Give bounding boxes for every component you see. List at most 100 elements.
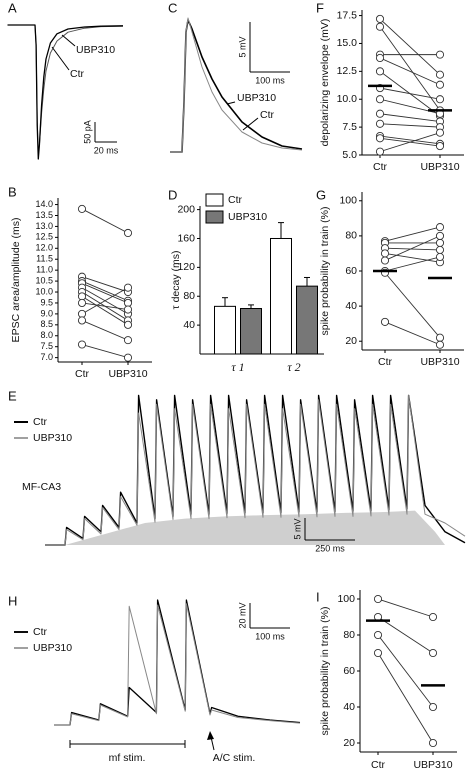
trace (45, 394, 466, 546)
trace (7, 24, 124, 160)
y-tick-label: 20 (343, 737, 355, 749)
annotation: A/C stim. (213, 752, 256, 764)
data-point (373, 630, 383, 640)
y-tick-label: 15.0 (337, 37, 358, 49)
trace-label: UBP310 (76, 44, 115, 56)
data-point (435, 333, 445, 342)
pair-line (384, 253, 441, 263)
legend-label: UBP310 (33, 642, 72, 654)
pair-line (384, 235, 441, 261)
y-tick-label: 14.0 (35, 199, 53, 209)
data-point (375, 119, 385, 128)
pair-line (377, 652, 434, 744)
pair-line (81, 296, 129, 326)
pair-line (379, 18, 441, 76)
y-tick-label: 7.5 (342, 121, 357, 133)
legend-swatch (205, 210, 224, 224)
y-tick-label: 8.0 (40, 330, 53, 340)
x-tick-label: UBP310 (108, 368, 147, 380)
pair-line (81, 208, 129, 234)
y-tick-label: 13.5 (35, 210, 53, 220)
pair-line (379, 87, 441, 100)
data-point (77, 340, 87, 349)
legend-label: Ctr (33, 416, 48, 428)
y-tick-label: 40 (183, 319, 195, 331)
data-point (123, 283, 133, 292)
y-tick-label: 12.5 (337, 65, 358, 77)
y-axis-label: EPSC area/amplitude (ms) (10, 218, 22, 343)
pair-line (384, 256, 441, 272)
y-tick-label: 10.0 (337, 93, 358, 105)
x-tick-label: Ctr (373, 161, 388, 173)
pair-line (379, 123, 441, 128)
scalebar-x-label: 250 ms (315, 543, 345, 553)
trace (54, 599, 301, 726)
panel-label: B (8, 184, 17, 199)
legend-label: Ctr (228, 194, 243, 206)
panel-label: E (8, 388, 17, 403)
data-point (373, 594, 383, 604)
panel-label: G (316, 187, 326, 202)
scalebar-y-label: 50 pA (82, 120, 92, 144)
pair-line (81, 287, 129, 315)
data-point (375, 53, 385, 63)
data-point (435, 223, 445, 232)
data-point (375, 95, 385, 104)
x-tick-label: Ctr (378, 356, 393, 368)
pair-line (379, 113, 441, 122)
data-point (435, 95, 445, 104)
panel-label: H (8, 593, 17, 608)
y-tick-label: 8.5 (40, 319, 53, 329)
data-point (435, 252, 445, 262)
data-point (123, 305, 133, 314)
y-tick-label: 120 (177, 261, 195, 273)
y-tick-label: 11.5 (36, 254, 53, 264)
trace-label: Ctr (260, 109, 275, 121)
pair-line (384, 272, 441, 339)
data-point (435, 238, 445, 247)
stim-markers (69, 731, 215, 751)
panel-label: D (168, 187, 177, 202)
pair-line (384, 247, 441, 251)
y-axis-label: τ decay (ms) (170, 251, 182, 310)
y-tick-label: 7.0 (40, 352, 53, 362)
bar (296, 285, 318, 355)
y-axis-label: spike probability in train (%) (319, 607, 331, 736)
x-tick-label: Ctr (75, 368, 90, 380)
data-point (435, 245, 445, 254)
pair-line (81, 282, 129, 304)
pair-line (379, 132, 441, 153)
data-point (380, 256, 390, 265)
data-point (123, 320, 133, 329)
pair-line (379, 57, 441, 86)
data-point (123, 228, 133, 238)
y-tick-label: 40 (343, 701, 355, 713)
x-tick-label: Ctr (371, 759, 386, 771)
trace-label: Ctr (70, 68, 85, 80)
panel-label: I (316, 589, 320, 604)
pair-line (377, 634, 434, 708)
legend-swatch (205, 193, 224, 207)
y-tick-label: 13.0 (35, 221, 53, 231)
y-tick-label: 12.0 (35, 243, 53, 253)
data-point (428, 738, 438, 748)
trace-pointer (51, 46, 70, 71)
pair-line (384, 226, 441, 242)
pair-line (81, 320, 129, 341)
trace (170, 19, 303, 153)
y-tick-label: 100 (339, 195, 357, 207)
scalebar-y-label: 5 mV (292, 518, 302, 539)
scalebar-y-label: 5 mV (237, 36, 247, 57)
data-point (380, 317, 390, 326)
data-point (77, 316, 87, 325)
data-point (435, 50, 445, 59)
y-tick-label: 10.0 (35, 286, 53, 296)
legend-label: UBP310 (228, 211, 267, 223)
scalebar-y-label: 20 mV (237, 602, 247, 628)
trace-label: UBP310 (237, 92, 276, 104)
y-tick-label: 17.5 (337, 9, 358, 21)
y-tick-label: 20 (345, 335, 357, 347)
y-tick-label: 9.5 (40, 297, 53, 307)
y-tick-label: 11.0 (36, 265, 53, 275)
